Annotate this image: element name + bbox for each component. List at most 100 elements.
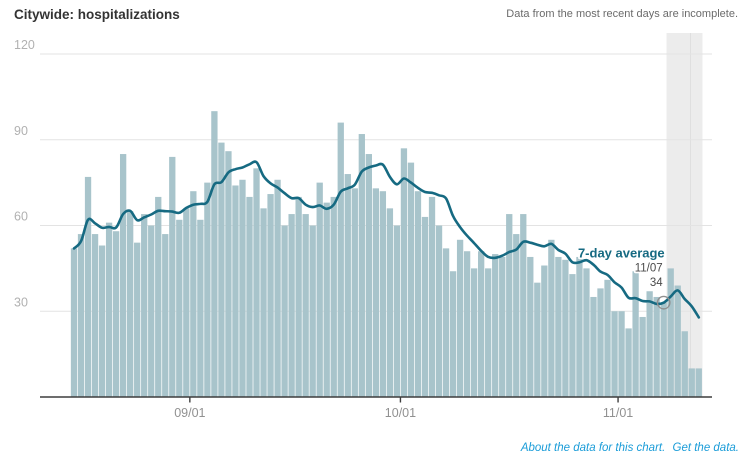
callout-date-label: 11/07 (635, 263, 663, 275)
callout-value-label: 34 (650, 277, 663, 289)
bar-11/10 (681, 331, 688, 397)
bar-08/23 (127, 211, 134, 397)
bar-09/22 (337, 122, 344, 397)
bar-11/01 (618, 311, 625, 397)
bar-09/17 (302, 214, 309, 397)
about-data-link[interactable]: About the data for this chart. (520, 442, 666, 454)
bar-08/22 (119, 154, 127, 397)
bar-10/23 (555, 256, 562, 397)
bar-11/02 (625, 328, 632, 397)
bar-10/21 (541, 265, 548, 397)
callout-marker-circle (656, 295, 671, 310)
bar-08/31 (183, 208, 190, 397)
bar-10/17 (513, 234, 520, 397)
bar-11/06 (653, 296, 660, 397)
bar-09/24 (351, 188, 358, 397)
bar-09/13 (274, 179, 281, 397)
bar-09/06 (225, 151, 232, 397)
bar-08/20 (105, 222, 113, 397)
bar-10/19 (527, 256, 534, 397)
bar-10/02 (407, 162, 415, 397)
bar-11/08 (667, 268, 674, 397)
y-axis-label-90: 90 (14, 124, 28, 138)
x-axis-label-10/01: 10/01 (385, 406, 416, 420)
bar-10/25 (569, 274, 576, 397)
bar-10/12 (478, 251, 485, 397)
bar-09/30 (393, 225, 401, 397)
x-axis-label-09/01: 09/01 (174, 406, 205, 420)
bar-10/14 (492, 254, 499, 397)
bar-09/11 (260, 208, 267, 397)
bar-10/01 (400, 148, 408, 397)
bar-09/01 (190, 191, 197, 397)
bar-09/29 (386, 208, 394, 397)
bar-09/07 (232, 185, 239, 397)
bar-09/10 (253, 168, 260, 397)
bar-09/08 (239, 179, 246, 397)
seven-day-average-label: 7-day average (578, 246, 665, 261)
bar-10/29 (597, 288, 604, 397)
bar-09/28 (379, 191, 387, 397)
bar-11/07 (660, 302, 667, 397)
bar-10/18 (520, 214, 527, 397)
bar-10/31 (611, 311, 618, 397)
bar-09/02 (197, 219, 204, 397)
bar-09/16 (295, 196, 302, 397)
bar-10/27 (583, 268, 590, 397)
bar-08/15 (70, 248, 78, 397)
bar-09/19 (316, 182, 323, 397)
chart-title: Citywide: hospitalizations (14, 7, 180, 22)
get-data-link[interactable]: Get the data. (672, 442, 740, 454)
footer-links: About the data for this chart. Get the d… (517, 442, 739, 454)
x-axis-label-11/01: 11/01 (603, 406, 633, 420)
bar-10/09 (456, 239, 464, 397)
bar-08/21 (112, 231, 120, 397)
bar-11/05 (646, 291, 653, 397)
bar-10/30 (604, 279, 611, 397)
bar-10/08 (449, 271, 457, 397)
seven-day-average-line (72, 160, 701, 319)
bar-11/09 (674, 285, 681, 397)
bar-09/12 (267, 194, 274, 397)
bar-08/29 (169, 156, 176, 397)
bar-09/18 (309, 225, 316, 397)
bar-09/20 (323, 202, 330, 397)
bar-10/06 (435, 225, 443, 397)
y-axis-label-30: 30 (14, 295, 28, 309)
bar-10/16 (506, 214, 513, 397)
incomplete-data-note: Data from the most recent days are incom… (506, 8, 738, 20)
bar-08/16 (77, 234, 85, 397)
bar-08/30 (176, 219, 183, 397)
bar-08/24 (134, 242, 141, 397)
hospitalizations-chart: 30 60 90 120 7-day average 11/07 34 09/01 10/01 1… (14, 33, 712, 420)
bar-09/15 (288, 214, 295, 397)
bar-09/27 (372, 188, 380, 397)
bar-10/22 (548, 239, 555, 397)
bar-08/19 (98, 245, 106, 397)
bar-10/13 (485, 268, 492, 397)
bar-08/17 (84, 176, 92, 397)
bar-08/28 (162, 234, 169, 397)
bar-09/25 (358, 134, 365, 398)
bar-08/26 (148, 225, 155, 397)
bar-09/26 (365, 154, 372, 397)
bar-11/12 (695, 368, 702, 397)
bar-11/03 (632, 271, 639, 397)
bar-09/21 (330, 196, 337, 397)
bar-10/15 (499, 256, 506, 397)
y-axis-label-60: 60 (14, 210, 28, 224)
bar-10/11 (470, 268, 478, 397)
bar-08/27 (155, 196, 162, 397)
bar-11/11 (688, 368, 695, 397)
bar-10/28 (590, 296, 597, 397)
bar-10/24 (562, 259, 569, 397)
bar-10/03 (414, 191, 422, 397)
bar-10/26 (576, 256, 583, 397)
bar-10/04 (421, 216, 429, 397)
bar-10/05 (428, 196, 436, 397)
bar-09/14 (281, 225, 288, 397)
bar-09/03 (204, 182, 211, 397)
bar-10/07 (442, 248, 450, 397)
bar-11/04 (639, 316, 646, 397)
